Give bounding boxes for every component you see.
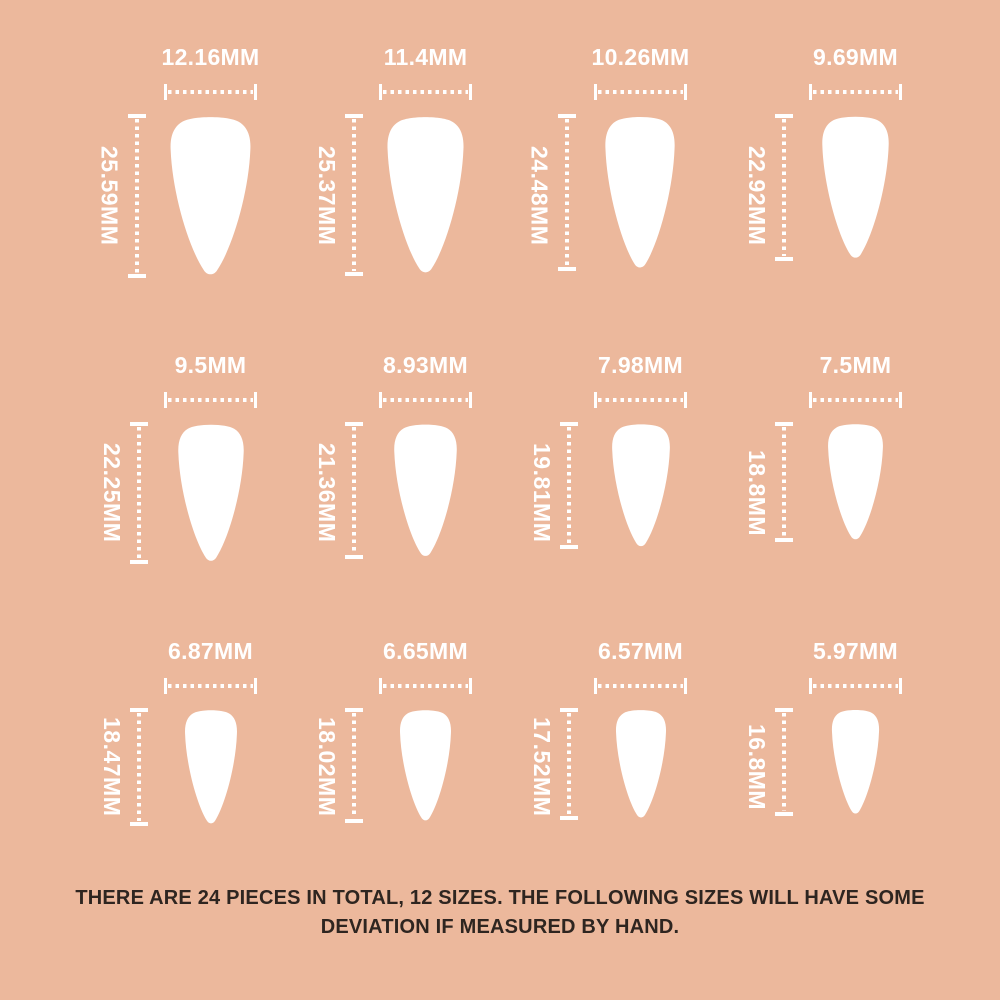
length-label: 18.47MM (99, 717, 125, 817)
nail-shape-icon (394, 424, 457, 556)
size-cell: 5.97MM 16.8MM (715, 636, 930, 826)
width-measure-line (594, 678, 687, 694)
size-cell: 6.57MM 17.52MM (500, 636, 715, 826)
nail-shape-icon (387, 117, 464, 273)
width-measure-line (809, 84, 902, 100)
nail-silhouette (831, 708, 880, 816)
nail-silhouette (184, 708, 238, 826)
length-label: 22.25MM (99, 443, 125, 543)
length-measure-line (345, 422, 363, 559)
width-measure-line (809, 392, 902, 408)
length-label: 25.59MM (96, 146, 123, 246)
nail-silhouette (827, 422, 884, 542)
width-label: 6.65MM (383, 638, 468, 664)
length-label: 16.8MM (744, 723, 770, 811)
width-label: 12.16MM (161, 44, 260, 70)
nail-silhouette (611, 422, 671, 549)
size-cell: 10.26MM 24.48MM (500, 42, 715, 278)
length-label: 17.52MM (529, 717, 555, 817)
nail-shape-icon (615, 710, 666, 818)
length-measure-line (127, 114, 146, 278)
length-measure-line (557, 114, 576, 271)
nail-shape-icon (828, 424, 883, 540)
nail-shape-icon (170, 117, 251, 275)
width-label: 10.26MM (591, 44, 690, 70)
size-cell: 6.87MM 18.47MM (70, 636, 285, 826)
nail-shape-icon (399, 710, 452, 821)
size-cell: 9.69MM 22.92MM (715, 42, 930, 278)
width-measure-line (379, 678, 472, 694)
length-measure-line (345, 114, 363, 276)
footer-note-line1: THERE ARE 24 PIECES IN TOTAL, 12 SIZES. … (75, 887, 925, 909)
length-measure-line (775, 708, 793, 816)
length-label: 18.8MM (744, 449, 770, 537)
width-measure-line (164, 392, 257, 408)
nail-shape-icon (605, 116, 676, 268)
width-measure-line (809, 678, 902, 694)
size-cell: 7.5MM 18.8MM (715, 350, 930, 564)
width-label: 6.87MM (168, 638, 253, 664)
length-label: 24.48MM (526, 146, 553, 246)
width-label: 6.57MM (598, 638, 683, 664)
footer-note: THERE ARE 24 PIECES IN TOTAL, 12 SIZES. … (0, 884, 1000, 942)
size-cell: 6.65MM 18.02MM (285, 636, 500, 826)
nail-silhouette (393, 422, 458, 559)
length-label: 22.92MM (744, 146, 770, 246)
length-label: 18.02MM (314, 717, 340, 817)
size-cell: 9.5MM 22.25MM (70, 350, 285, 564)
width-measure-line (379, 84, 472, 100)
length-measure-line (345, 708, 363, 823)
length-measure-line (560, 422, 578, 549)
size-cell: 8.93MM 21.36MM (285, 350, 500, 564)
nail-shape-icon (822, 116, 889, 258)
length-measure-line (130, 708, 148, 826)
width-label: 7.5MM (819, 352, 892, 378)
nail-shape-icon (611, 424, 670, 547)
nail-silhouette (615, 708, 667, 820)
width-label: 9.69MM (813, 44, 898, 70)
width-measure-line (379, 392, 472, 408)
width-label: 11.4MM (383, 44, 468, 70)
size-cell: 12.16MM 25.59MM (70, 42, 285, 278)
length-measure-line (775, 422, 793, 542)
nail-silhouette (169, 114, 252, 278)
nail-shape-icon (184, 710, 237, 824)
width-label: 9.5MM (174, 352, 247, 378)
size-grid: 12.16MM 25.59MM 11.4MM 25.37MM 10.26MM 2… (0, 42, 1000, 826)
nail-shape-icon (831, 710, 880, 814)
footer-note-line2: DEVIATION IF MEASURED BY HAND. (320, 916, 680, 938)
width-measure-line (163, 84, 257, 100)
size-cell: 11.4MM 25.37MM (285, 42, 500, 278)
length-label: 25.37MM (314, 146, 340, 246)
nail-silhouette (177, 422, 245, 564)
nail-silhouette (821, 114, 890, 261)
width-measure-line (164, 678, 257, 694)
width-measure-line (594, 392, 687, 408)
size-cell: 7.98MM 19.81MM (500, 350, 715, 564)
width-label: 8.93MM (383, 352, 468, 378)
nail-silhouette (386, 114, 465, 276)
nail-silhouette (604, 114, 676, 271)
nail-silhouette (399, 708, 452, 823)
width-label: 5.97MM (813, 638, 898, 664)
width-measure-line (593, 84, 687, 100)
length-measure-line (130, 422, 148, 564)
length-label: 21.36MM (314, 443, 340, 543)
width-label: 7.98MM (598, 352, 683, 378)
length-measure-line (775, 114, 793, 261)
length-measure-line (560, 708, 578, 820)
length-label: 19.81MM (529, 443, 555, 543)
nail-shape-icon (177, 424, 244, 561)
